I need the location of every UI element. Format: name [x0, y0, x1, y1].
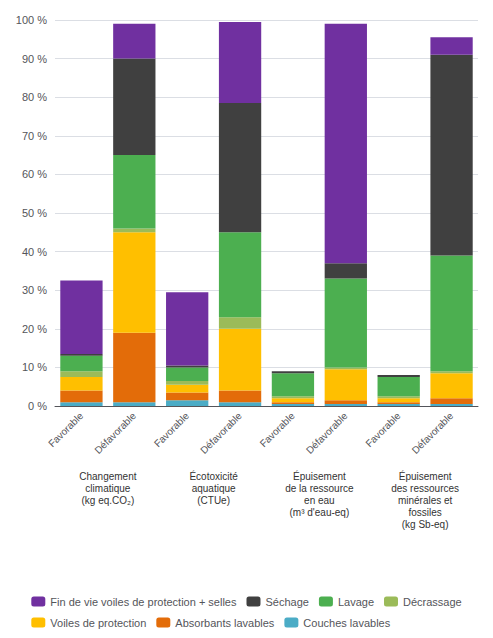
svg-text:des ressources: des ressources: [391, 483, 459, 494]
svg-text:Favorable: Favorable: [152, 410, 191, 449]
svg-text:aquatique: aquatique: [192, 483, 236, 494]
svg-text:minérales et: minérales et: [398, 495, 453, 506]
svg-text:(kg Sb-eq): (kg Sb-eq): [402, 519, 449, 530]
svg-text:fossiles: fossiles: [408, 507, 441, 518]
svg-text:30 %: 30 %: [22, 284, 47, 296]
svg-text:Séchage: Séchage: [265, 596, 308, 608]
svg-text:Épuisement: Épuisement: [293, 470, 346, 482]
svg-text:80 %: 80 %: [22, 91, 47, 103]
svg-text:de la ressource: de la ressource: [285, 483, 354, 494]
svg-text:Favorable: Favorable: [46, 410, 85, 449]
svg-text:60 %: 60 %: [22, 168, 47, 180]
svg-text:Couches lavables: Couches lavables: [303, 617, 390, 629]
svg-text:Absorbants lavables: Absorbants lavables: [175, 617, 275, 629]
svg-text:100 %: 100 %: [16, 14, 47, 26]
svg-text:50 %: 50 %: [22, 207, 47, 219]
svg-text:(m³ d'eau-eq): (m³ d'eau-eq): [290, 507, 350, 518]
svg-text:70 %: 70 %: [22, 130, 47, 142]
svg-text:Défavorable: Défavorable: [198, 410, 244, 456]
svg-text:Décrassage: Décrassage: [403, 596, 462, 608]
svg-text:(CTUe): (CTUe): [197, 495, 230, 506]
svg-text:90 %: 90 %: [22, 53, 47, 65]
svg-text:20 %: 20 %: [22, 323, 47, 335]
svg-text:Changement: Changement: [79, 471, 136, 482]
svg-text:Favorable: Favorable: [258, 410, 297, 449]
svg-text:(kg eq.CO₂): (kg eq.CO₂): [81, 495, 134, 506]
svg-text:Épuisement: Épuisement: [399, 470, 452, 482]
svg-text:Lavage: Lavage: [338, 596, 374, 608]
svg-text:Défavorable: Défavorable: [410, 410, 456, 456]
svg-text:40 %: 40 %: [22, 246, 47, 258]
svg-text:climatique: climatique: [85, 483, 130, 494]
svg-text:en eau: en eau: [304, 495, 335, 506]
svg-text:10 %: 10 %: [22, 361, 47, 373]
svg-text:Voiles de protection: Voiles de protection: [50, 617, 146, 629]
svg-text:Défavorable: Défavorable: [304, 410, 350, 456]
svg-text:Défavorable: Défavorable: [92, 410, 138, 456]
svg-text:Favorable: Favorable: [363, 410, 402, 449]
svg-text:0 %: 0 %: [28, 400, 47, 412]
svg-text:Fin de vie voiles de protectio: Fin de vie voiles de protection + selles: [50, 596, 237, 608]
svg-text:Écotoxicité: Écotoxicité: [189, 470, 238, 482]
